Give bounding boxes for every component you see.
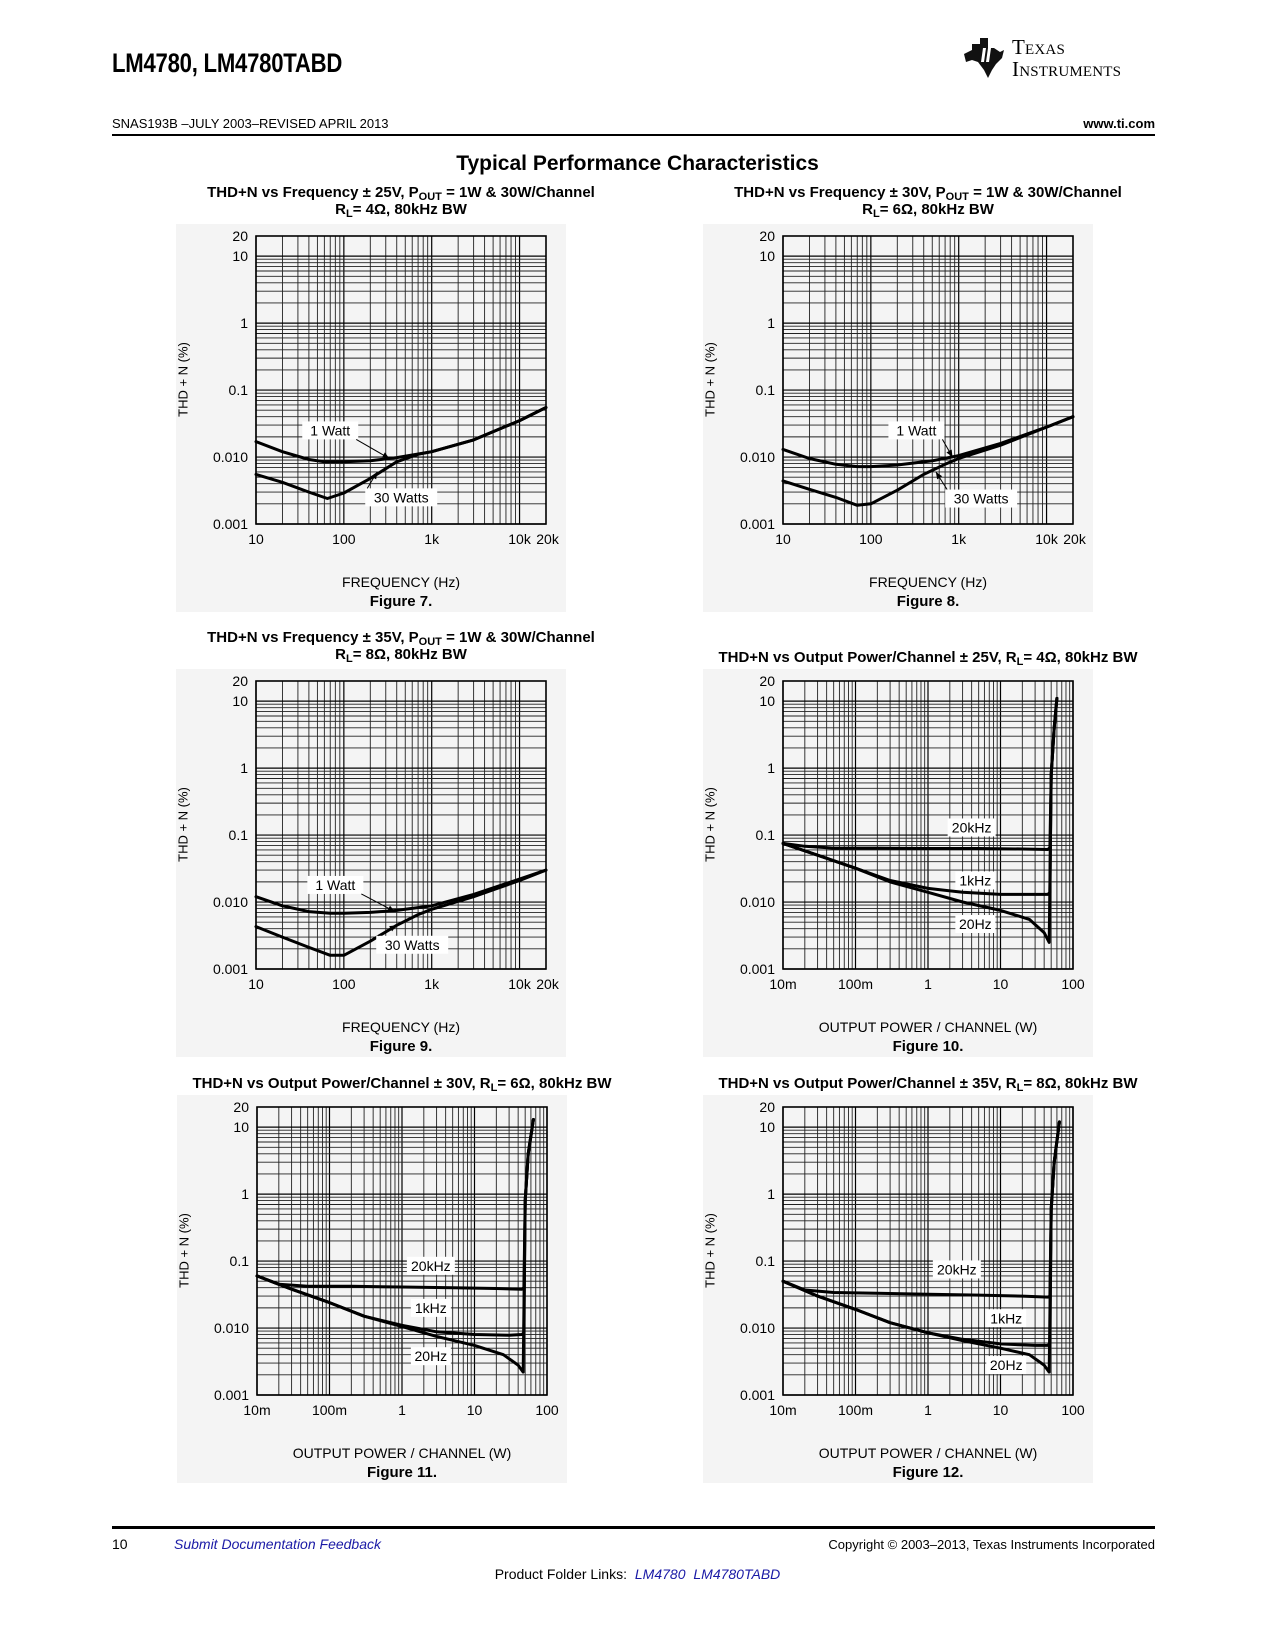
title-text: = 6Ω, 80kHz BW [497, 1075, 612, 1092]
website-link[interactable]: www.ti.com [1083, 116, 1155, 131]
title-line-1: THD+N vs Output Power/Channel ± 35V, RL=… [648, 1075, 1208, 1094]
logo-text-texas: Texas [1012, 35, 1065, 59]
figure-10-y-axis-label: THD + N (%) [702, 787, 718, 862]
title-subscript: OUT [945, 191, 969, 203]
logo-text-instruments: Instruments [1012, 57, 1122, 81]
footer-divider [112, 1526, 1155, 1529]
title-line-1: THD+N vs Output Power/Channel ± 30V, RL=… [122, 1075, 682, 1094]
title-text: R [335, 646, 346, 663]
figure-12-caption: Figure 12. [892, 1464, 964, 1481]
figure-12-x-axis-label: OUTPUT POWER / CHANNEL (W) [818, 1445, 1038, 1461]
title-text: THD+N vs Frequency ± 35V, P [207, 629, 419, 646]
title-subscript: OUT [418, 636, 442, 648]
title-text: THD+N vs Output Power/Channel ± 35V, R [718, 1075, 1017, 1092]
figure-9-x-axis-label: FREQUENCY (Hz) [342, 1019, 460, 1035]
figure-10-title: THD+N vs Output Power/Channel ± 25V, RL=… [648, 649, 1208, 668]
figure-12-y-axis-label: THD + N (%) [702, 1213, 718, 1288]
figure-10-x-axis-label: OUTPUT POWER / CHANNEL (W) [818, 1019, 1038, 1035]
title-line-1: THD+N vs Output Power/Channel ± 25V, RL=… [648, 649, 1208, 668]
figure-8-y-axis-label: THD + N (%) [702, 342, 718, 417]
figure-12-title: THD+N vs Output Power/Channel ± 35V, RL=… [648, 1075, 1208, 1094]
figure-9-title: THD+N vs Frequency ± 35V, POUT = 1W & 30… [121, 629, 681, 665]
title-line-2: RL= 8Ω, 80kHz BW [121, 646, 681, 665]
submit-feedback-link[interactable]: Submit Documentation Feedback [174, 1536, 381, 1552]
section-title: Typical Performance Characteristics [456, 152, 819, 175]
figure-11-panel [177, 1095, 567, 1483]
figure-7-x-axis-label: FREQUENCY (Hz) [342, 574, 460, 590]
product-link-lm4780[interactable]: LM4780 [634, 1566, 686, 1582]
title-line-1: THD+N vs Frequency ± 35V, POUT = 1W & 30… [121, 629, 681, 648]
figure-11-x-axis-label: OUTPUT POWER / CHANNEL (W) [292, 1445, 512, 1461]
title-line-1: THD+N vs Frequency ± 30V, POUT = 1W & 30… [648, 184, 1208, 203]
figure-7-panel [176, 224, 566, 612]
title-line-1: THD+N vs Frequency ± 25V, POUT = 1W & 30… [121, 184, 681, 203]
figure-11-y-axis-label: THD + N (%) [176, 1213, 192, 1288]
texas-instruments-logo: Texas Instruments [962, 36, 1162, 86]
title-text: THD+N vs Output Power/Channel ± 25V, R [718, 649, 1017, 666]
figure-8-caption: Figure 8. [896, 593, 960, 610]
figure-8-x-axis-label: FREQUENCY (Hz) [869, 574, 987, 590]
title-text: R [335, 201, 346, 218]
title-text: R [862, 201, 873, 218]
title-text: THD+N vs Frequency ± 30V, P [734, 184, 946, 201]
title-text: = 1W & 30W/Channel [968, 184, 1122, 201]
title-line-2: RL= 6Ω, 80kHz BW [648, 201, 1208, 220]
figure-10-panel [703, 669, 1093, 1057]
title-subscript: L [1016, 1082, 1024, 1094]
figure-7-title: THD+N vs Frequency ± 25V, POUT = 1W & 30… [121, 184, 681, 220]
title-subscript: L [1016, 656, 1024, 668]
document-title: LM4780, LM4780TABD [112, 48, 343, 78]
title-text: = 1W & 30W/Channel [441, 184, 595, 201]
figure-10-caption: Figure 10. [892, 1038, 964, 1055]
ti-texas-state-icon [964, 38, 1004, 78]
title-subscript: L [872, 208, 880, 220]
title-text: THD+N vs Output Power/Channel ± 30V, R [192, 1075, 491, 1092]
title-text: = 4Ω, 80kHz BW [352, 201, 467, 218]
figure-9-panel [176, 669, 566, 1057]
product-link-lm4780tabd[interactable]: LM4780TABD [693, 1566, 781, 1582]
title-text: = 4Ω, 80kHz BW [1023, 649, 1138, 666]
copyright-text: Copyright © 2003–2013, Texas Instruments… [828, 1537, 1155, 1552]
title-text: = 6Ω, 80kHz BW [879, 201, 994, 218]
page-number: 10 [112, 1536, 128, 1552]
title-subscript: L [490, 1082, 498, 1094]
title-text: = 8Ω, 80kHz BW [1023, 1075, 1138, 1092]
figure-9-y-axis-label: THD + N (%) [175, 787, 191, 862]
figure-9-caption: Figure 9. [369, 1038, 433, 1055]
title-line-2: RL= 4Ω, 80kHz BW [121, 201, 681, 220]
figure-11-title: THD+N vs Output Power/Channel ± 30V, RL=… [122, 1075, 682, 1094]
figure-8-panel [703, 224, 1093, 612]
figure-11-caption: Figure 11. [366, 1464, 438, 1481]
figure-7-caption: Figure 7. [369, 593, 433, 610]
title-subscript: OUT [418, 191, 442, 203]
title-subscript: L [345, 653, 353, 665]
product-folder-links: Product Folder Links: LM4780 LM4780TABD [0, 1566, 1275, 1582]
title-text: = 1W & 30W/Channel [441, 629, 595, 646]
title-subscript: L [345, 208, 353, 220]
title-text: = 8Ω, 80kHz BW [352, 646, 467, 663]
product-links-label: Product Folder Links: [494, 1566, 627, 1582]
figure-7-y-axis-label: THD + N (%) [175, 342, 191, 417]
figure-8-title: THD+N vs Frequency ± 30V, POUT = 1W & 30… [648, 184, 1208, 220]
document-id: SNAS193B –JULY 2003–REVISED APRIL 2013 [112, 116, 389, 131]
figure-12-panel [703, 1095, 1093, 1483]
header-divider [112, 134, 1155, 136]
title-text: THD+N vs Frequency ± 25V, P [207, 184, 419, 201]
